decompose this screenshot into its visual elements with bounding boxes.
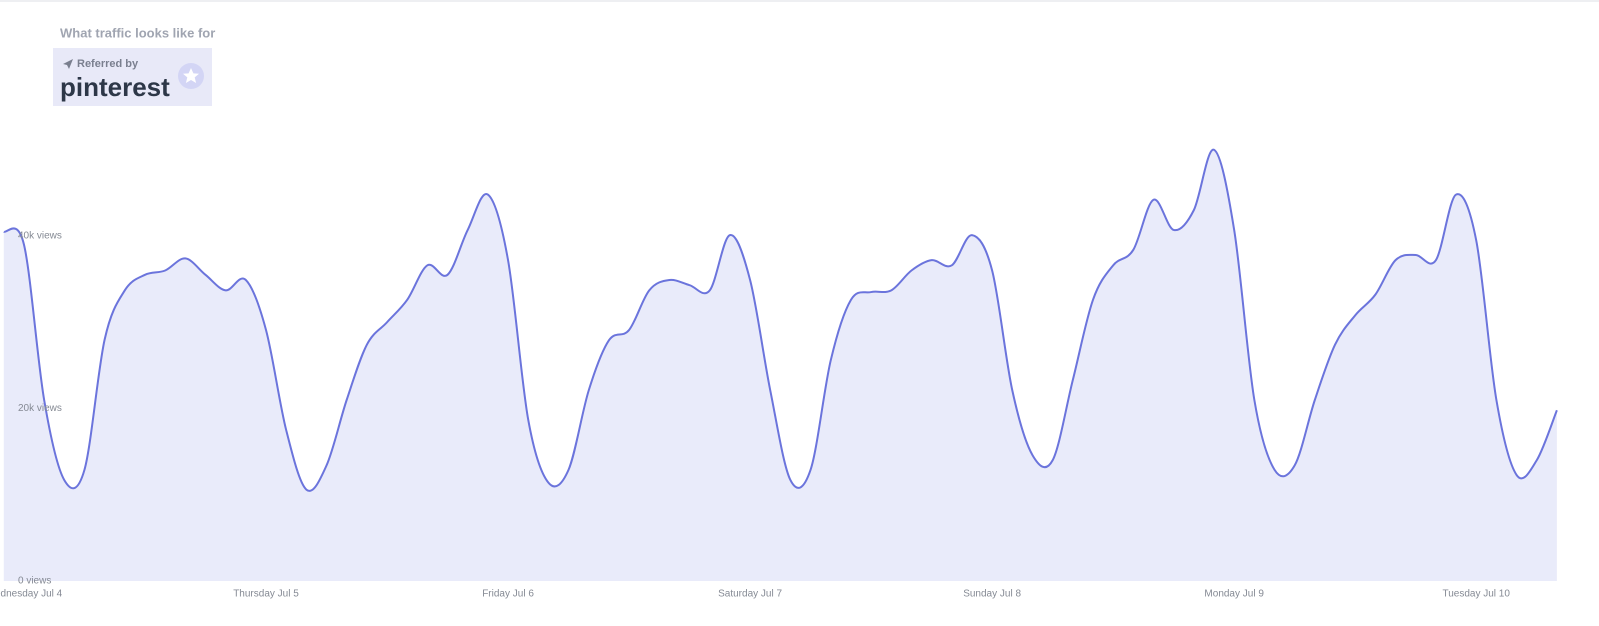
top-border: [0, 0, 1599, 2]
y-tick-label: 20k views: [18, 403, 62, 414]
x-tick-label: Thursday Jul 5: [233, 589, 299, 600]
line: [3, 148, 1558, 492]
referrer-label: Referred by: [77, 58, 139, 70]
x-tick-label: Friday Jul 6: [482, 589, 534, 600]
x-tick-label: Monday Jul 9: [1204, 589, 1264, 600]
y-tick-label: 0 views: [18, 576, 51, 587]
header-title: What traffic looks like for: [60, 25, 215, 40]
x-tick-label: Wednesday Jul 4: [0, 589, 63, 600]
x-tick-label: Tuesday Jul 10: [1442, 589, 1510, 600]
send-icon: [63, 59, 73, 69]
x-tick-label: Saturday Jul 7: [718, 589, 782, 600]
x-tick-label: Sunday Jul 8: [963, 589, 1021, 600]
area-fill: [3, 149, 1557, 581]
referrer-name: pinterest: [60, 72, 170, 102]
plot: 0 views 20k views 40k views Wednesday Jul 4…: [0, 148, 1558, 600]
y-tick-label: 40k views: [18, 231, 62, 242]
star-icon: [183, 68, 199, 83]
